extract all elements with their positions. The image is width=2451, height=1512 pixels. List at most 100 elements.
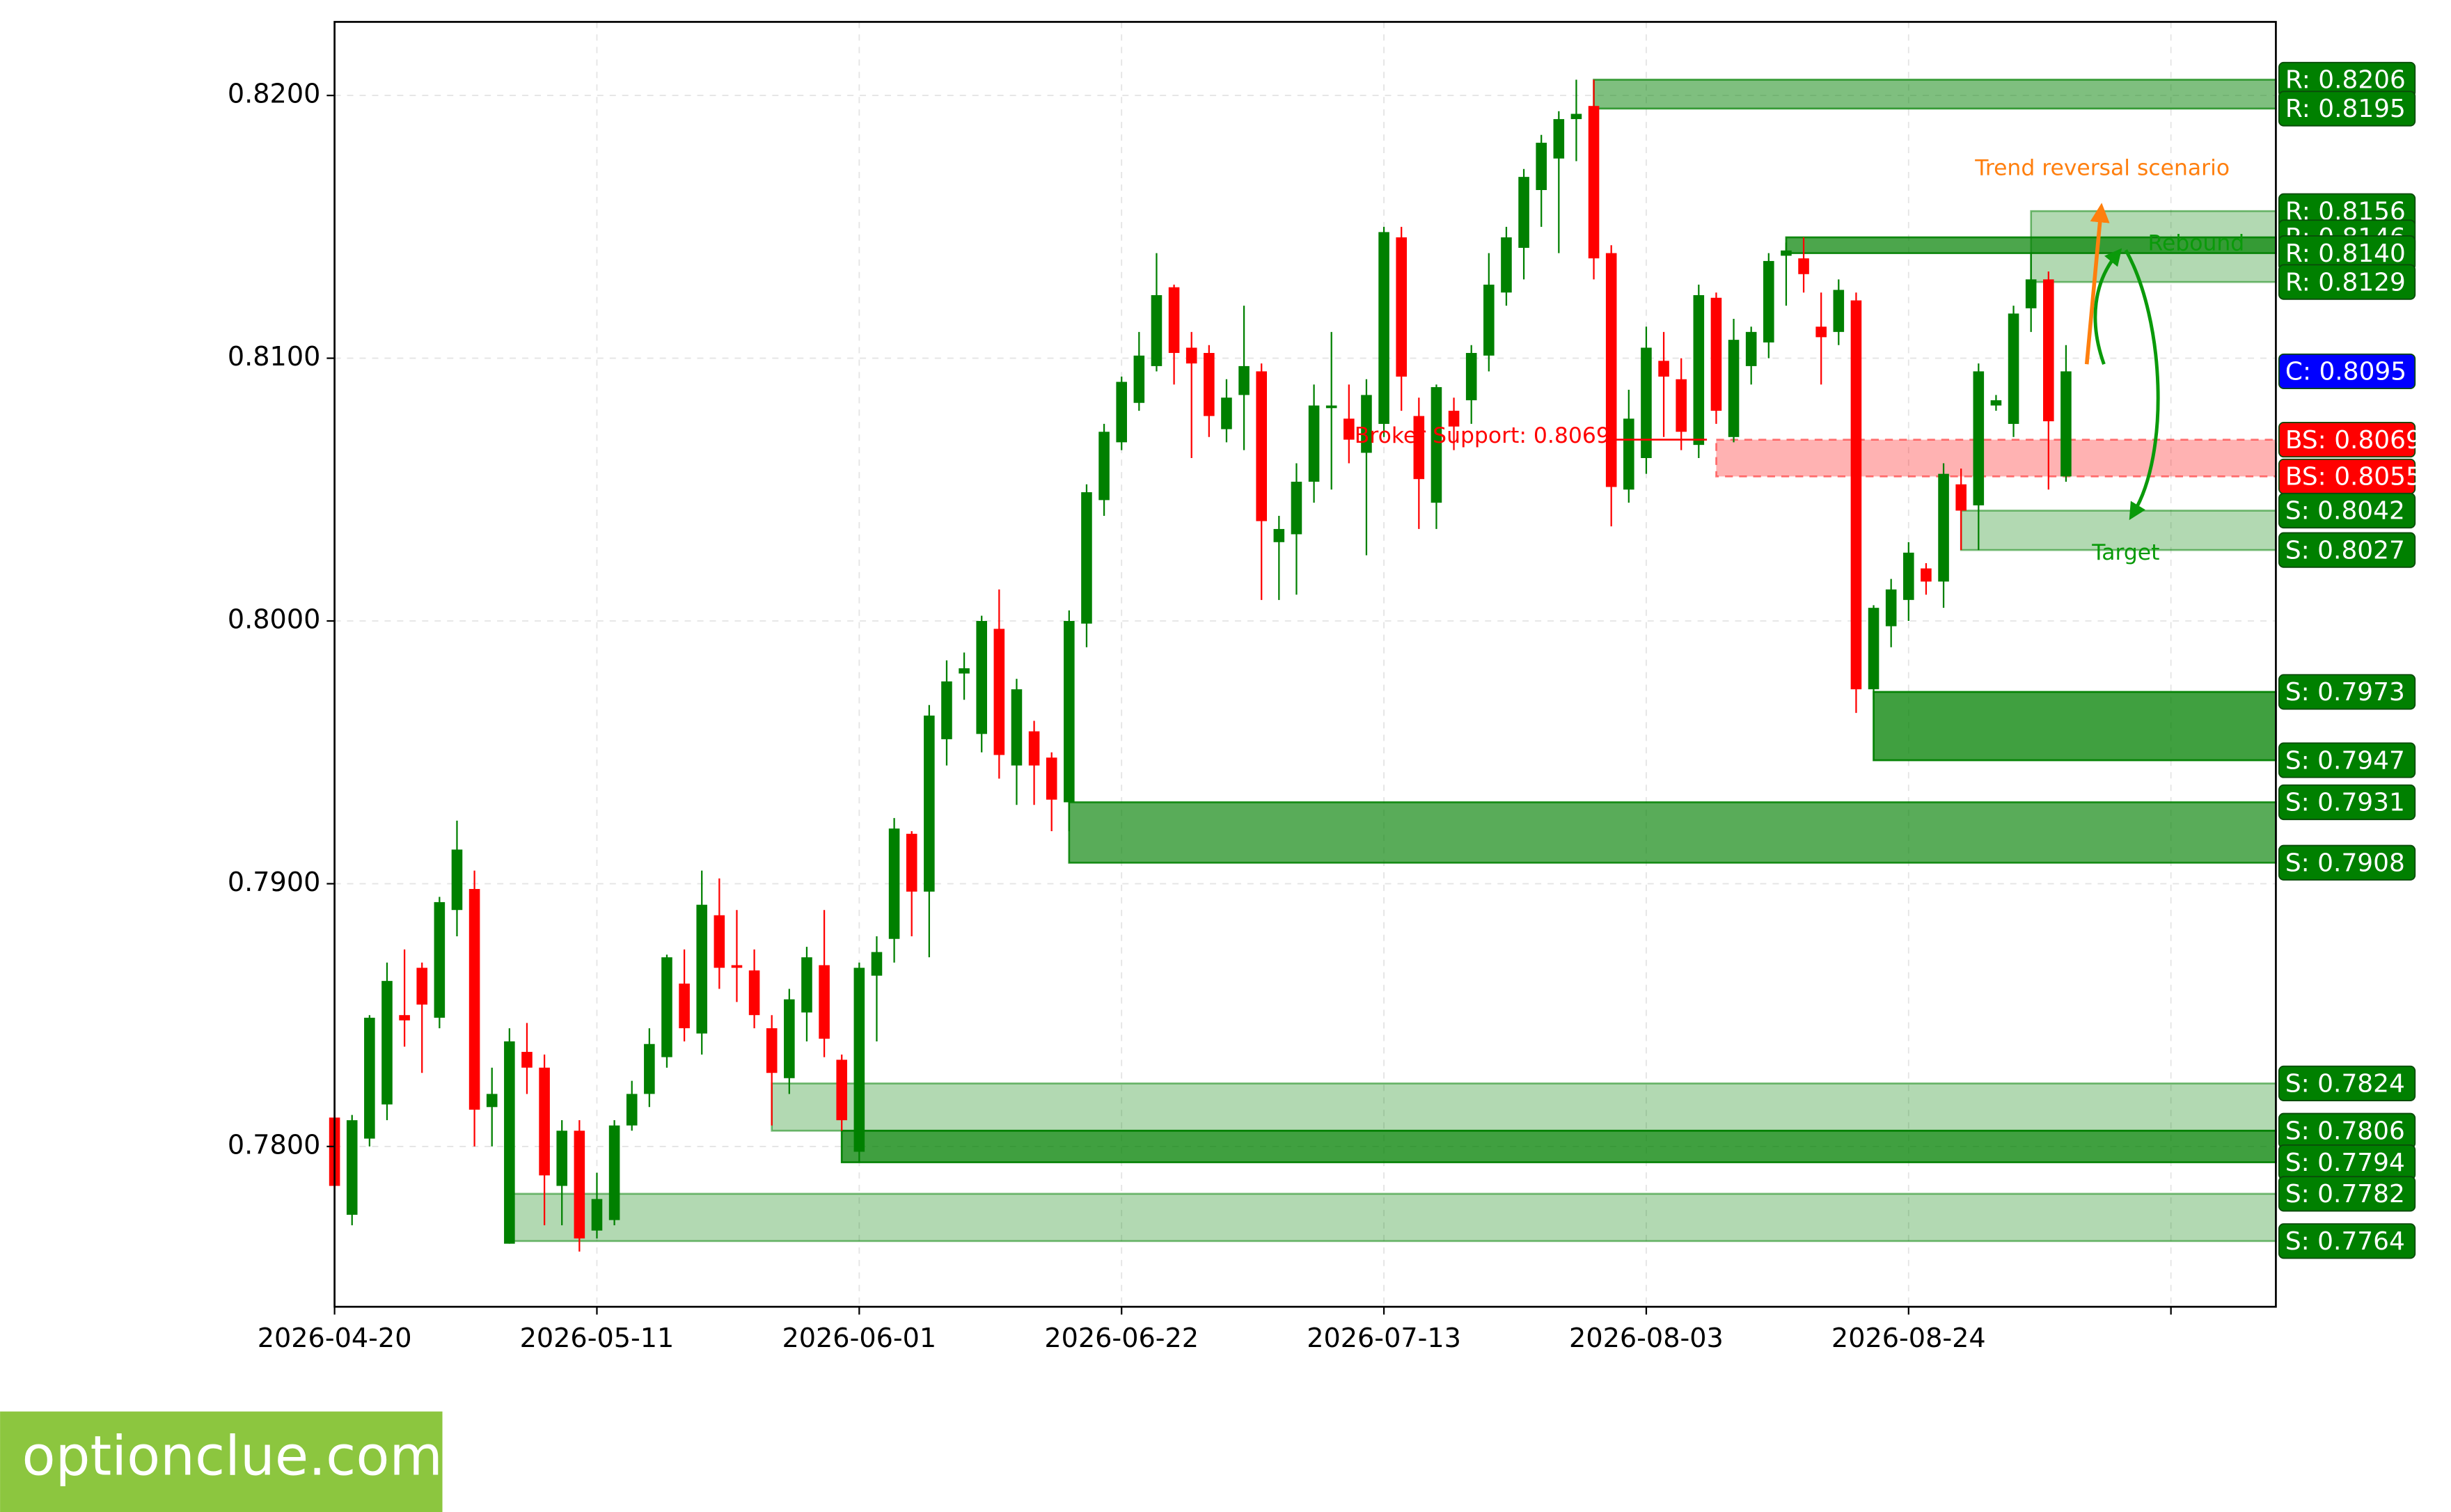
candle	[1658, 331, 1669, 437]
axes-layer: 0.7800 0.7900 0.8000 0.8100 0.8200 2026-04-20…	[228, 79, 2172, 1354]
candle-body	[2060, 371, 2072, 477]
candle	[2008, 306, 2019, 437]
candle	[2025, 253, 2037, 332]
candle-body	[1465, 353, 1477, 400]
level-label: S: 0.7973	[2285, 678, 2405, 707]
x-tick-label: 2026-06-22	[1044, 1323, 1199, 1354]
level-label: S: 0.7764	[2285, 1227, 2405, 1256]
x-tick-label: 2026-08-24	[1831, 1323, 1986, 1354]
candle	[486, 1067, 498, 1147]
zone	[1068, 801, 2277, 864]
candle-body	[1833, 290, 1845, 332]
candle-body	[574, 1131, 585, 1239]
annotation: Target	[2091, 540, 2159, 565]
candle-body	[871, 952, 883, 976]
level-box	[2278, 742, 2416, 778]
candle-body	[1536, 143, 1547, 191]
candle	[1693, 284, 1705, 459]
x-tick-label: 2026-05-11	[520, 1323, 675, 1354]
candle	[644, 1028, 655, 1108]
candle	[504, 1028, 515, 1244]
candle	[1833, 279, 1845, 345]
candle-body	[836, 1060, 848, 1121]
candle-body	[1938, 473, 1949, 582]
level-box	[2278, 421, 2416, 458]
candle	[853, 962, 865, 1163]
candle	[1204, 345, 1215, 437]
candle	[608, 1120, 620, 1226]
candle-body	[1098, 432, 1110, 501]
candle	[1238, 306, 1250, 450]
candle	[784, 989, 795, 1094]
candle-body	[1815, 326, 1827, 338]
candle	[1605, 245, 1617, 527]
candle	[574, 1120, 585, 1252]
level-label: R: 0.8140	[2285, 239, 2406, 268]
candle-body	[1361, 395, 1372, 453]
candle-body	[644, 1044, 655, 1094]
candle	[801, 947, 812, 1041]
candle-body	[539, 1067, 550, 1176]
level-box	[2278, 1065, 2416, 1101]
candle	[1448, 397, 1460, 450]
candle-body	[1850, 300, 1862, 690]
candle-body	[1605, 253, 1617, 487]
candle	[1378, 226, 1389, 437]
level-box	[2278, 90, 2416, 127]
candle	[1133, 331, 1145, 411]
candle-body	[1378, 232, 1389, 424]
candle-body	[1588, 106, 1600, 259]
zone	[1715, 439, 2277, 478]
candle-body	[924, 715, 935, 892]
candle-body	[784, 999, 795, 1078]
candle-body	[1185, 347, 1197, 364]
y-tick-label: 0.8200	[228, 79, 321, 110]
candle	[434, 897, 446, 1029]
candle	[661, 954, 672, 1068]
candle	[399, 949, 410, 1047]
candle	[1676, 358, 1687, 450]
level-label: BS: 0.8069	[2285, 426, 2422, 455]
y-tick-label: 0.7900	[228, 867, 321, 898]
level-label: R: 0.8206	[2285, 66, 2406, 95]
candle	[346, 1115, 358, 1226]
candle-body	[1553, 119, 1565, 159]
candle-body	[399, 1015, 410, 1021]
candle	[836, 1054, 848, 1131]
candle-body	[346, 1120, 358, 1215]
zone	[771, 1082, 2277, 1132]
candle-body	[819, 965, 830, 1039]
candle-body	[434, 901, 446, 1018]
candle-body	[1570, 113, 1582, 120]
candle-body	[1798, 258, 1809, 274]
plot-frame	[333, 21, 2277, 1308]
candle	[1921, 562, 1932, 595]
candle-body	[1081, 492, 1092, 624]
candle	[924, 704, 935, 958]
candle	[416, 962, 428, 1073]
candle-body	[556, 1131, 568, 1186]
candle	[1536, 134, 1547, 227]
candle	[2060, 345, 2072, 482]
level-box	[2278, 1223, 2416, 1259]
level-box	[2278, 1176, 2416, 1212]
candle-body	[1448, 411, 1460, 427]
candle	[1588, 79, 1600, 280]
scenario-arrows: Trend reversal scenario Rebound Target	[1974, 156, 2244, 565]
candle-body	[608, 1125, 620, 1220]
x-tick-label: 2026-07-13	[1307, 1323, 1461, 1354]
level-box	[2278, 674, 2416, 710]
candle	[1168, 284, 1180, 385]
level-label: S: 0.7824	[2285, 1070, 2405, 1098]
level-label: S: 0.8027	[2285, 536, 2405, 565]
candle-body	[801, 957, 812, 1013]
candle	[1291, 463, 1302, 595]
zone	[2030, 210, 2277, 283]
watermark-box	[0, 1411, 443, 1512]
watermark: optionclue.com	[22, 1424, 443, 1488]
candle	[731, 910, 743, 1002]
level-box	[2278, 532, 2416, 568]
zone	[840, 1129, 2277, 1163]
